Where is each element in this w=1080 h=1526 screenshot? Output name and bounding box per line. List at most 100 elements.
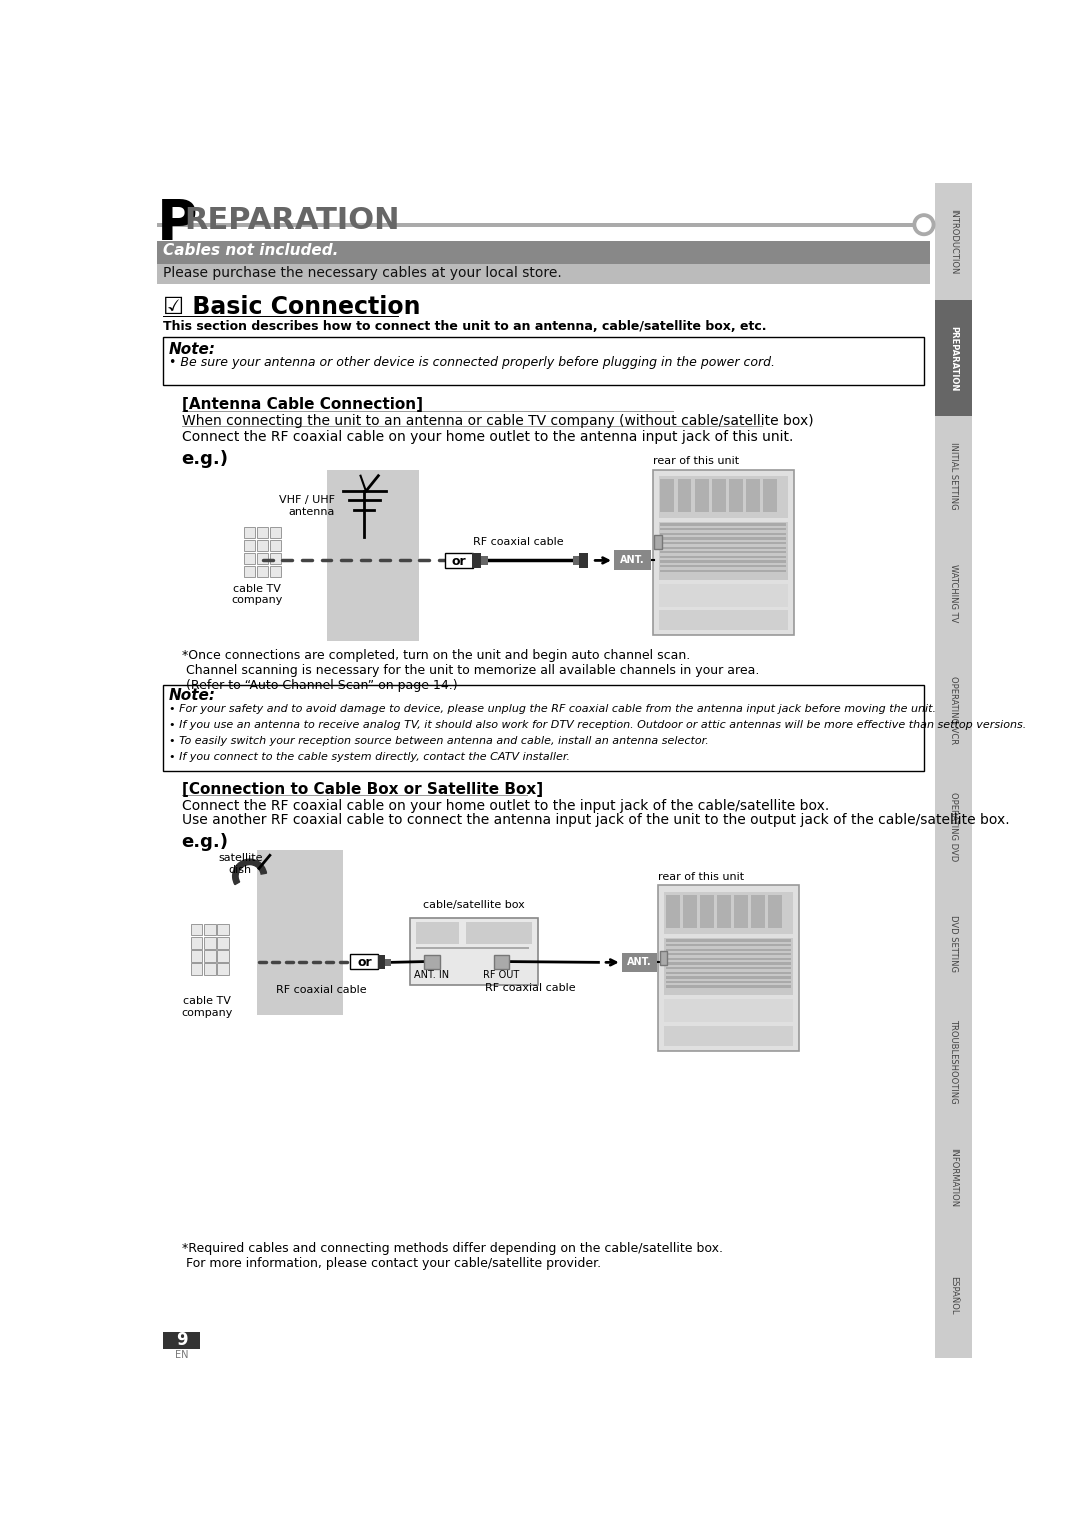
Bar bbox=[243, 566, 255, 577]
Circle shape bbox=[917, 218, 931, 232]
Bar bbox=[217, 937, 229, 949]
Text: • To easily switch your reception source between antenna and cable, install an a: • To easily switch your reception source… bbox=[170, 736, 708, 746]
Bar bbox=[768, 894, 782, 928]
Bar bbox=[204, 937, 216, 949]
Bar bbox=[935, 183, 972, 299]
Text: [Antenna Cable Connection]: [Antenna Cable Connection] bbox=[181, 397, 422, 412]
Bar bbox=[666, 986, 792, 987]
Bar bbox=[191, 923, 202, 935]
Text: or: or bbox=[357, 957, 372, 969]
Text: INFORMATION: INFORMATION bbox=[949, 1149, 958, 1207]
Bar bbox=[661, 537, 786, 540]
Text: DVD SETTING: DVD SETTING bbox=[949, 916, 958, 972]
Text: Cables not included.: Cables not included. bbox=[163, 243, 338, 258]
Bar bbox=[652, 470, 794, 635]
Bar bbox=[217, 923, 229, 935]
Bar bbox=[659, 476, 787, 517]
Text: cable TV
company: cable TV company bbox=[231, 583, 282, 606]
Text: rear of this unit: rear of this unit bbox=[658, 873, 744, 882]
Bar bbox=[652, 470, 794, 635]
Text: When connecting the unit to an antenna or cable TV company (without cable/satell: When connecting the unit to an antenna o… bbox=[181, 414, 813, 429]
Text: Note:: Note: bbox=[170, 342, 216, 357]
Text: ESPAÑOL: ESPAÑOL bbox=[949, 1276, 958, 1314]
Bar bbox=[157, 264, 930, 284]
Bar bbox=[935, 534, 972, 650]
Bar bbox=[163, 685, 924, 772]
Text: Connect the RF coaxial cable on your home outlet to the antenna input jack of th: Connect the RF coaxial cable on your hom… bbox=[181, 429, 793, 444]
Text: *Required cables and connecting methods differ depending on the cable/satellite : *Required cables and connecting methods … bbox=[181, 1242, 723, 1270]
Bar bbox=[622, 954, 658, 972]
Bar bbox=[613, 551, 651, 571]
Bar bbox=[445, 552, 473, 568]
Bar bbox=[270, 540, 282, 551]
Text: • For your safety and to avoid damage to device, please unplug the RF coaxial ca: • For your safety and to avoid damage to… bbox=[170, 703, 936, 714]
Bar bbox=[378, 955, 386, 969]
Bar bbox=[664, 891, 793, 934]
Bar bbox=[163, 1332, 200, 1349]
Text: *Once connections are completed, turn on the unit and begin auto channel scan.
 : *Once connections are completed, turn on… bbox=[181, 649, 759, 691]
Bar bbox=[257, 566, 268, 577]
Bar bbox=[270, 566, 282, 577]
Bar bbox=[661, 551, 786, 554]
Bar bbox=[661, 546, 786, 549]
Bar bbox=[734, 894, 748, 928]
Text: • If you connect to the cable system directly, contact the CATV installer.: • If you connect to the cable system dir… bbox=[170, 752, 570, 761]
Bar bbox=[666, 945, 792, 946]
Bar bbox=[661, 560, 786, 563]
Bar bbox=[677, 479, 691, 511]
Bar bbox=[494, 955, 510, 969]
Bar bbox=[257, 850, 342, 1015]
Text: OPERATING VCR: OPERATING VCR bbox=[949, 676, 958, 743]
Text: REPARATION: REPARATION bbox=[185, 206, 400, 235]
Bar bbox=[659, 522, 787, 580]
Bar bbox=[666, 972, 792, 974]
Bar bbox=[666, 954, 792, 955]
Bar bbox=[935, 1236, 972, 1352]
Bar bbox=[666, 981, 792, 983]
Bar bbox=[935, 183, 972, 1358]
Text: RF coaxial cable: RF coaxial cable bbox=[473, 537, 564, 546]
Bar bbox=[666, 958, 792, 960]
Bar bbox=[257, 526, 268, 539]
Bar bbox=[163, 337, 924, 385]
Bar bbox=[243, 552, 255, 565]
Text: INITIAL SETTING: INITIAL SETTING bbox=[949, 443, 958, 510]
Text: e.g.): e.g.) bbox=[181, 833, 229, 852]
Bar bbox=[664, 1000, 793, 1022]
Text: [Connection to Cable Box or Satellite Box]: [Connection to Cable Box or Satellite Bo… bbox=[181, 783, 542, 797]
Bar bbox=[666, 963, 792, 964]
Bar bbox=[700, 894, 714, 928]
Bar bbox=[751, 894, 765, 928]
Bar bbox=[191, 937, 202, 949]
Bar bbox=[204, 923, 216, 935]
Text: • If you use an antenna to receive analog TV, it should also work for DTV recept: • If you use an antenna to receive analo… bbox=[170, 720, 1026, 729]
Text: OPERATING DVD: OPERATING DVD bbox=[949, 792, 958, 862]
Bar bbox=[666, 894, 679, 928]
Bar bbox=[350, 954, 378, 969]
Bar bbox=[712, 479, 726, 511]
Text: 9: 9 bbox=[176, 1331, 187, 1349]
Bar bbox=[191, 963, 202, 975]
Bar bbox=[482, 555, 488, 565]
Text: cable/satellite box: cable/satellite box bbox=[422, 900, 525, 909]
Bar bbox=[445, 552, 473, 568]
Bar bbox=[717, 894, 731, 928]
Text: or: or bbox=[451, 555, 467, 568]
Bar bbox=[163, 316, 400, 317]
Bar bbox=[935, 1120, 972, 1236]
Bar bbox=[762, 479, 777, 511]
Bar bbox=[666, 977, 792, 978]
Text: TROUBLESHOOTING: TROUBLESHOOTING bbox=[949, 1019, 958, 1103]
Wedge shape bbox=[232, 859, 267, 885]
Text: VHF / UHF
antenna: VHF / UHF antenna bbox=[279, 494, 335, 517]
Bar bbox=[327, 470, 419, 641]
Bar bbox=[664, 1027, 793, 1045]
Bar bbox=[661, 528, 786, 531]
Bar bbox=[694, 479, 708, 511]
Bar bbox=[410, 917, 538, 986]
Bar bbox=[661, 565, 786, 568]
Text: ☑ Basic Connection: ☑ Basic Connection bbox=[163, 295, 420, 319]
Bar bbox=[243, 526, 255, 539]
Bar bbox=[204, 963, 216, 975]
Bar bbox=[661, 542, 786, 545]
